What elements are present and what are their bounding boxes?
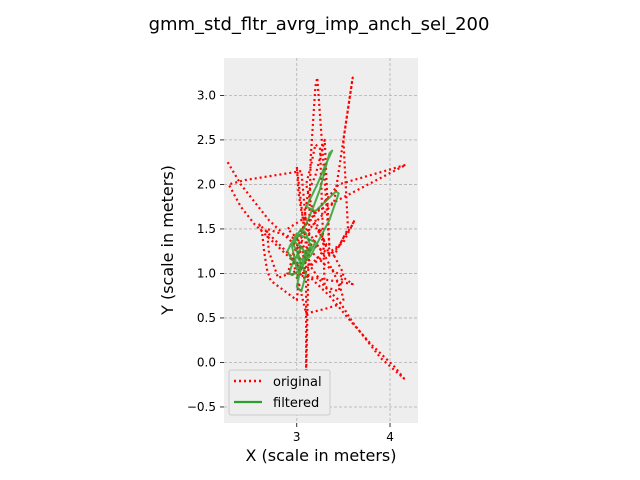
ticks: 3 4 −0.5 0.0 0.5 1.0 1.5 2.0 2.5 3.0: [187, 88, 394, 444]
series-line-original: [226, 76, 407, 380]
grid: [224, 58, 418, 423]
plot-area: [224, 58, 418, 423]
y-tick-label: 3.0: [197, 88, 216, 102]
y-tick-label: 0.5: [197, 311, 216, 325]
y-tick-label: 1.0: [197, 266, 216, 280]
y-tick-label: 1.5: [197, 222, 216, 236]
x-axis-label: X (scale in meters): [246, 446, 397, 465]
chart-title: gmm_std_fltr_avrg_imp_anch_sel_200: [149, 14, 490, 35]
y-tick-label: −0.5: [187, 400, 216, 414]
x-tick-label: 4: [386, 430, 394, 444]
y-axis-label: Y (scale in meters): [158, 165, 177, 316]
y-tick-label: 0.0: [197, 355, 216, 369]
series-line-filtered: [286, 149, 340, 293]
y-tick-label: 2.5: [197, 133, 216, 147]
series-layer: [226, 76, 407, 380]
legend-original-label: original: [273, 375, 322, 390]
legend-filtered-label: filtered: [273, 396, 319, 411]
legend: original filtered: [228, 369, 331, 416]
y-tick-label: 2.0: [197, 177, 216, 191]
x-tick-label: 3: [293, 430, 301, 444]
